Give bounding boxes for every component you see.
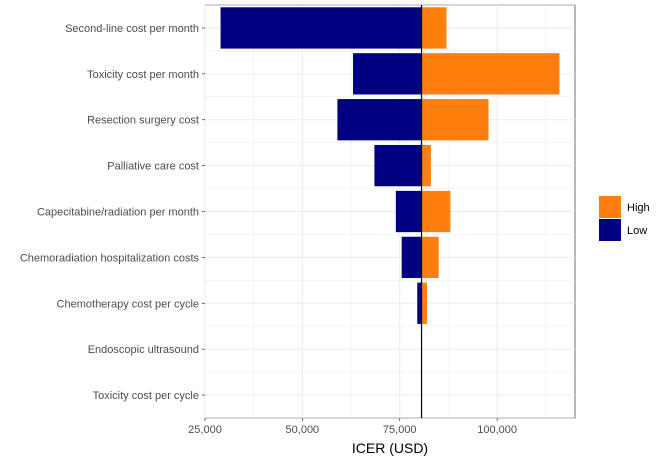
legend-label-low: Low: [627, 225, 647, 237]
bar-high-7: [421, 282, 427, 324]
bar-high-1: [421, 7, 447, 49]
x-tick-label: 75,000: [383, 424, 417, 436]
bar-high-6: [421, 236, 439, 279]
x-tick-label: 100,000: [477, 424, 517, 436]
bar-low-4: [374, 144, 422, 187]
legend-key-high: [599, 196, 621, 218]
bar-high-5: [421, 190, 451, 233]
x-axis-title: ICER (USD): [352, 440, 428, 456]
y-tick-label: Endoscopic ultrasound: [88, 344, 199, 356]
y-tick-label: Toxicity cost per month: [87, 69, 199, 81]
y-tick-label: Palliative care cost: [107, 161, 199, 173]
y-tick-label: Second-line cost per month: [65, 23, 199, 35]
y-tick-label: Chemoradiation hospitalization costs: [20, 252, 200, 264]
bars: [220, 7, 560, 324]
legend-key-low: [599, 219, 621, 241]
y-tick-label: Toxicity cost per cycle: [93, 390, 199, 402]
bar-high-4: [421, 144, 431, 187]
y-tick-label: Chemotherapy cost per cycle: [57, 298, 199, 310]
x-tick-label: 50,000: [286, 424, 320, 436]
bar-high-3: [421, 99, 489, 141]
bar-low-5: [395, 190, 422, 233]
bar-low-7: [417, 282, 422, 324]
x-tick-label: 25,000: [188, 424, 222, 436]
legend-label-high: High: [627, 202, 650, 214]
bar-low-1: [220, 7, 422, 49]
y-tick-label: Capecitabine/radiation per month: [37, 207, 199, 219]
bar-high-2: [421, 53, 560, 95]
legend: High Low: [599, 196, 650, 241]
y-tick-label: Resection surgery cost: [87, 115, 199, 127]
x-axis: 25,000 50,000 75,000 100,000: [188, 418, 517, 436]
y-axis: Second-line cost per month Toxicity cost …: [20, 23, 205, 402]
bar-low-6: [401, 236, 422, 279]
bar-low-2: [353, 53, 422, 95]
bar-low-3: [337, 99, 422, 141]
